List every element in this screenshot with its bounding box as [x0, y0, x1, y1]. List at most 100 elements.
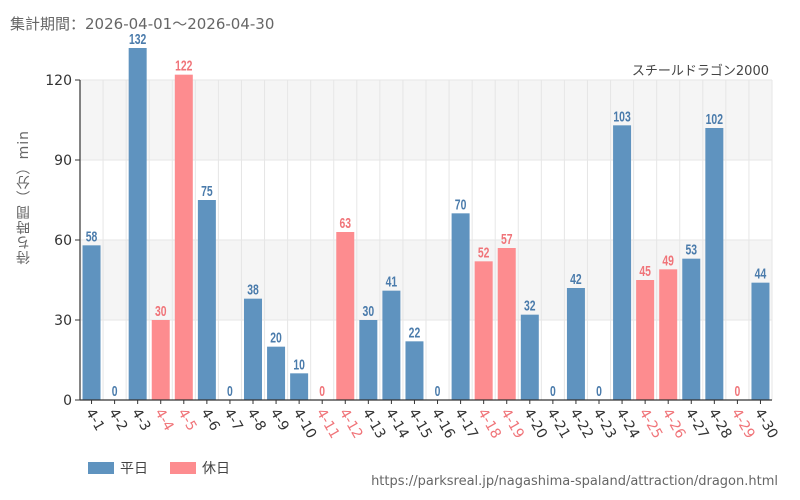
- x-tick-label-4-22: 4-22: [566, 406, 596, 442]
- data-label-4-1: 58: [86, 227, 98, 244]
- data-label-4-12: 63: [339, 214, 351, 231]
- data-label-4-18: 52: [478, 243, 490, 260]
- bar-4-10[interactable]: [290, 373, 309, 400]
- x-tick-label-4-19: 4-19: [497, 406, 527, 442]
- x-tick-label-4-8: 4-8: [244, 406, 269, 434]
- data-label-4-4: 30: [155, 302, 167, 319]
- chart-data-labels: 58 0 132 30 122 75 0 38 20 10 0 63 30 41 22 0 70 52 57 32 0 4…: [86, 30, 767, 399]
- x-tick-label-4-20: 4-20: [520, 406, 550, 442]
- bar-4-25[interactable]: [636, 280, 655, 400]
- bar-4-15[interactable]: [405, 341, 424, 400]
- bar-4-3[interactable]: [128, 48, 147, 400]
- legend-swatch-holiday: [170, 462, 196, 474]
- x-tick-label-4-1: 4-1: [82, 406, 107, 434]
- x-tick-label-4-18: 4-18: [474, 406, 504, 442]
- y-tick-label: 120: [45, 73, 72, 89]
- legend-label-weekday: 平日: [120, 461, 148, 477]
- data-label-4-11: 0: [319, 382, 325, 399]
- bar-4-5[interactable]: [174, 74, 193, 401]
- chart-title: スチールドラゴン2000: [632, 63, 769, 79]
- x-tick-label-4-25: 4-25: [636, 406, 666, 442]
- x-tick-label-4-14: 4-14: [382, 406, 412, 442]
- x-tick-label-4-30: 4-30: [751, 406, 781, 442]
- bar-4-4[interactable]: [151, 320, 170, 400]
- legend-label-holiday: 休日: [202, 461, 230, 477]
- data-label-4-19: 57: [501, 230, 513, 247]
- bar-4-28[interactable]: [705, 128, 724, 400]
- y-tick-label: 30: [54, 313, 72, 329]
- data-label-4-5: 122: [175, 57, 192, 74]
- bar-4-17[interactable]: [451, 213, 470, 400]
- data-label-4-29: 0: [735, 382, 741, 399]
- data-label-4-30: 44: [755, 265, 767, 282]
- chart-x-ticks: 4-14-24-34-44-54-64-74-84-94-104-114-124…: [82, 400, 781, 442]
- bar-4-30[interactable]: [751, 282, 770, 400]
- bar-4-18[interactable]: [474, 261, 493, 400]
- data-label-4-17: 70: [455, 195, 467, 212]
- data-label-4-23: 0: [596, 382, 602, 399]
- data-label-4-21: 0: [550, 382, 556, 399]
- x-tick-label-4-24: 4-24: [613, 406, 643, 442]
- data-label-4-10: 10: [293, 355, 305, 372]
- x-tick-label-4-21: 4-21: [543, 406, 573, 442]
- bar-4-19[interactable]: [497, 248, 516, 400]
- x-tick-label-4-28: 4-28: [705, 406, 735, 442]
- bar-4-9[interactable]: [267, 346, 286, 400]
- data-label-4-14: 41: [386, 273, 398, 290]
- bar-4-20[interactable]: [520, 314, 539, 400]
- data-label-4-27: 53: [685, 241, 697, 258]
- source-url: https://parksreal.jp/nagashima-spaland/a…: [371, 474, 778, 489]
- x-tick-label-4-2: 4-2: [105, 406, 130, 434]
- data-label-4-2: 0: [112, 382, 118, 399]
- x-tick-label-4-9: 4-9: [267, 406, 292, 434]
- x-tick-label-4-12: 4-12: [336, 406, 366, 442]
- x-tick-label-4-7: 4-7: [220, 406, 245, 434]
- period-prefix: 集計期間：: [10, 15, 86, 33]
- x-tick-label-4-5: 4-5: [174, 406, 199, 434]
- y-tick-label: 90: [54, 153, 72, 169]
- bar-4-8[interactable]: [244, 298, 262, 400]
- data-label-4-13: 30: [363, 302, 375, 319]
- x-tick-label-4-10: 4-10: [290, 406, 320, 442]
- data-label-4-20: 32: [524, 297, 536, 314]
- x-tick-label-4-17: 4-17: [451, 406, 481, 442]
- x-tick-label-4-11: 4-11: [313, 406, 343, 442]
- bar-4-13[interactable]: [359, 320, 378, 400]
- bar-4-24[interactable]: [613, 125, 632, 400]
- data-label-4-16: 0: [435, 382, 441, 399]
- period-label: 集計期間：2026-04-01～2026-04-30: [10, 13, 274, 34]
- data-label-4-3: 132: [129, 30, 146, 47]
- period-range: 2026-04-01～2026-04-30: [85, 15, 275, 33]
- bar-4-12[interactable]: [336, 232, 355, 400]
- bar-4-1[interactable]: [82, 245, 101, 400]
- data-label-4-7: 0: [227, 382, 233, 399]
- x-tick-label-4-16: 4-16: [428, 406, 458, 442]
- data-label-4-15: 22: [409, 323, 421, 340]
- legend-swatch-weekday: [88, 462, 114, 474]
- x-tick-label-4-6: 4-6: [197, 406, 222, 434]
- data-label-4-28: 102: [706, 110, 723, 127]
- bar-4-22[interactable]: [566, 288, 585, 400]
- bar-4-26[interactable]: [659, 269, 678, 400]
- x-tick-label-4-4: 4-4: [151, 406, 176, 434]
- data-label-4-9: 20: [270, 329, 282, 346]
- data-label-4-22: 42: [570, 270, 582, 287]
- y-tick-label: 0: [63, 393, 72, 409]
- x-tick-label-4-13: 4-13: [359, 406, 389, 442]
- chart-bars: [82, 48, 770, 401]
- legend-item-weekday[interactable]: 平日: [88, 458, 148, 478]
- data-label-4-26: 49: [662, 251, 674, 268]
- legend-item-holiday[interactable]: 休日: [170, 458, 230, 478]
- x-tick-label-4-3: 4-3: [128, 406, 153, 434]
- bar-4-6[interactable]: [197, 200, 216, 400]
- chart-legend: 平日 休日: [88, 458, 252, 478]
- bar-4-27[interactable]: [682, 258, 701, 400]
- data-label-4-24: 103: [613, 107, 630, 124]
- bar-4-14[interactable]: [382, 290, 401, 400]
- data-label-4-8: 38: [247, 281, 259, 298]
- data-label-4-6: 75: [201, 182, 213, 199]
- x-tick-label-4-15: 4-15: [405, 406, 435, 442]
- x-tick-label-4-26: 4-26: [659, 406, 689, 442]
- data-label-4-25: 45: [639, 262, 651, 279]
